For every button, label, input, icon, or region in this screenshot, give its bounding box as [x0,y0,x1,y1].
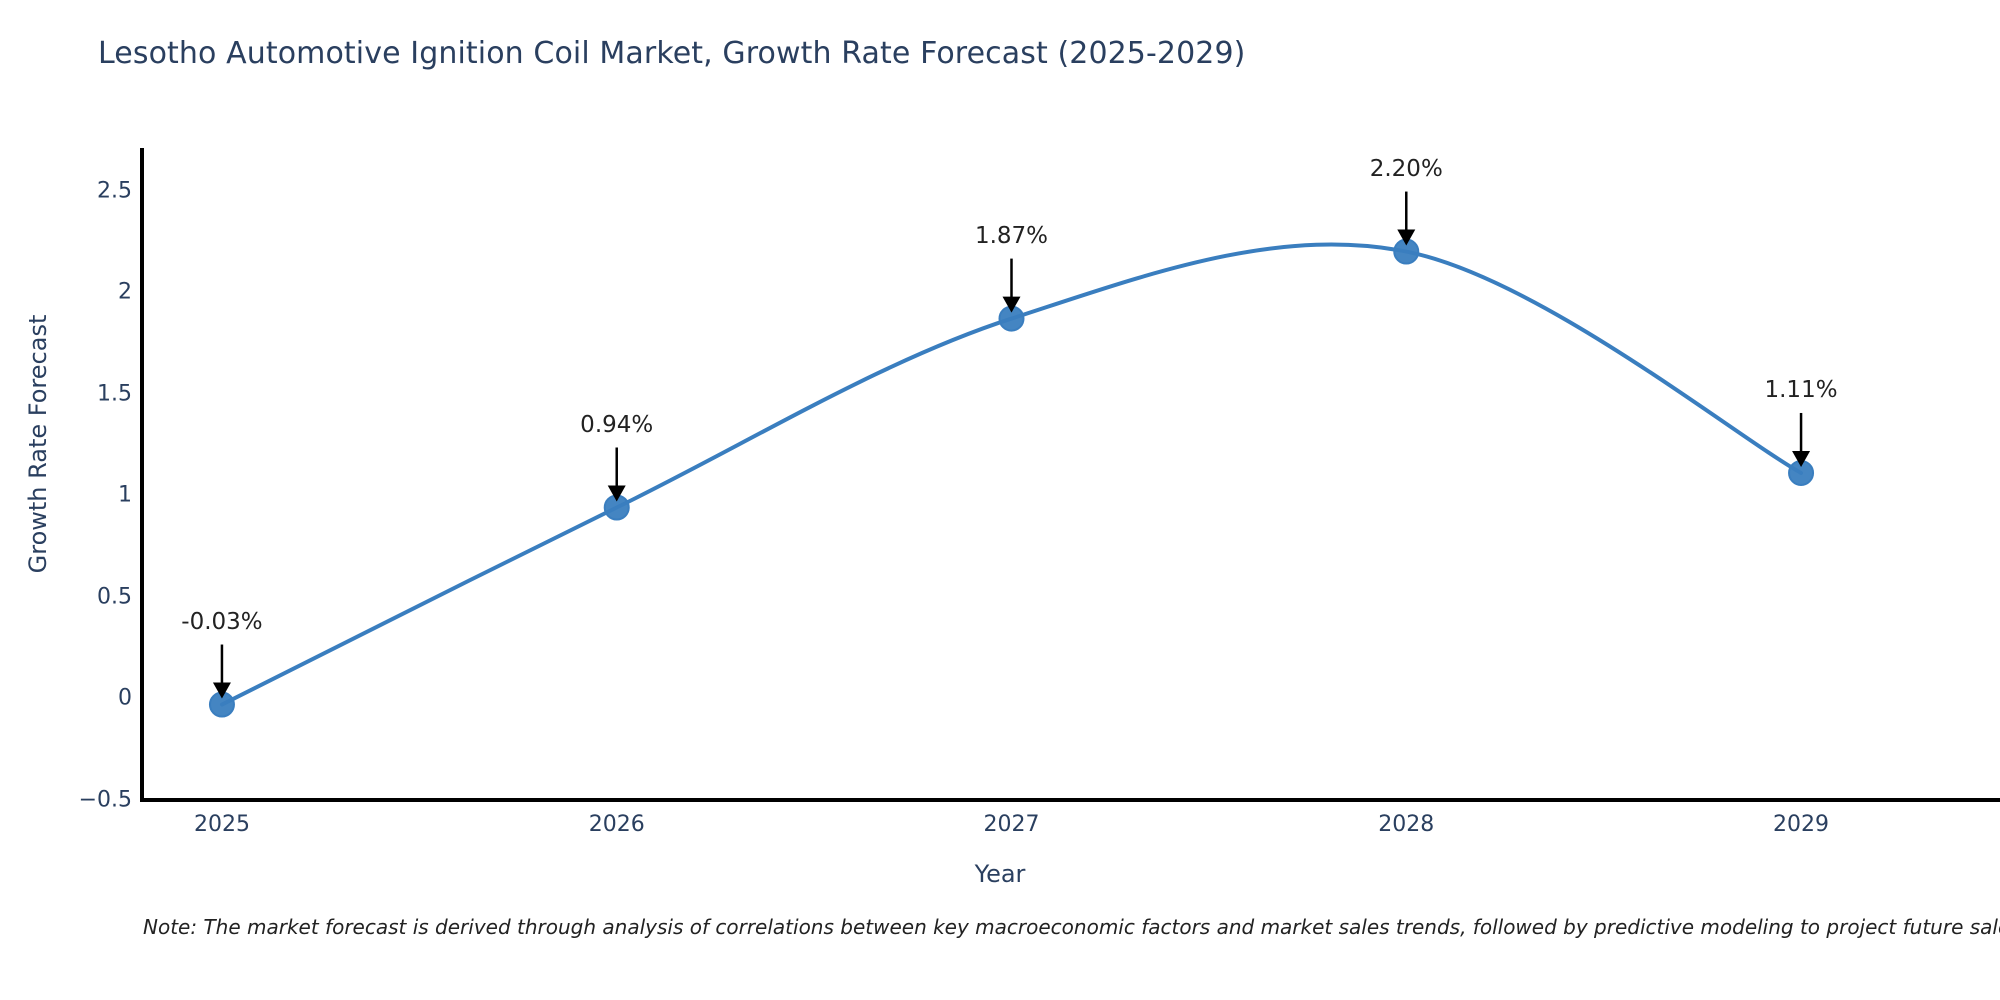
x-tick-label: 2028 [1378,812,1435,837]
y-axis-line [140,148,144,802]
data-point-label: 1.11% [1764,376,1838,403]
data-point-label: 2.20% [1369,155,1443,182]
data-point-markers [208,238,1815,718]
annotation-arrow-head [1397,229,1416,246]
x-axis-title: Year [974,860,1026,888]
y-tick-label: −0.5 [78,787,132,813]
annotation-arrow-head [1792,450,1811,467]
y-tick-label: 2.5 [97,178,132,204]
x-axis-line [140,798,2000,802]
y-tick-label: 1.5 [97,381,132,407]
annotation-arrow-head [1002,296,1021,313]
data-point-label: 0.94% [580,411,654,438]
line-chart-svg [208,191,1815,718]
y-tick-label: 0 [118,685,132,711]
data-point-label: -0.03% [181,608,263,635]
x-tick-label: 2027 [983,812,1040,837]
annotation-arrow-head [212,682,231,699]
y-tick-label: 0.5 [97,584,132,610]
x-tick-label: 2025 [193,812,250,837]
annotation-arrow-head [607,485,626,502]
footnote-note: Note: The market forecast is derived thr… [143,915,2000,939]
annotation-arrows [212,191,1811,699]
page-title: Lesotho Automotive Ignition Coil Market,… [98,36,1246,71]
y-axis-title: Growth Rate Forecast [24,314,52,574]
x-tick-label: 2026 [588,812,645,837]
x-tick-label: 2029 [1773,812,1830,837]
y-tick-label: 1 [118,482,132,508]
plot-area [143,150,1880,800]
data-point-label: 1.87% [974,222,1049,249]
y-tick-label: 2 [118,279,132,305]
